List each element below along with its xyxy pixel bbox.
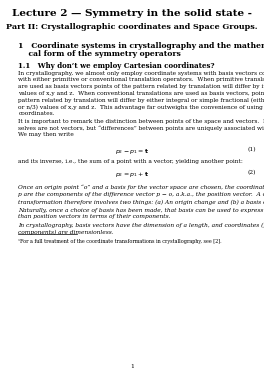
Text: $p_2 - p_1 = \mathbf{t}$: $p_2 - p_1 = \mathbf{t}$	[115, 147, 149, 156]
Text: (1): (1)	[247, 147, 256, 153]
Text: and its inverse, i.e., the sum of a point with a vector, yielding another point:: and its inverse, i.e., the sum of a poin…	[18, 159, 243, 163]
Text: 1   Coordinate systems in crystallography and the mathemati-: 1 Coordinate systems in crystallography …	[18, 42, 264, 50]
Text: ¹For a full treatment of the coordinate transformations in crystallography, see : ¹For a full treatment of the coordinate …	[18, 239, 222, 244]
Text: 1: 1	[130, 364, 134, 369]
Text: 1.1   Why don’t we employ Cartesian coordinates?: 1.1 Why don’t we employ Cartesian coordi…	[18, 62, 215, 69]
Text: cal form of the symmetry operators: cal form of the symmetry operators	[18, 50, 181, 58]
Text: Naturally, once a choice of basis has been made, that basis can be used to expre: Naturally, once a choice of basis has be…	[18, 208, 264, 219]
Text: Lecture 2 — Symmetry in the solid state -: Lecture 2 — Symmetry in the solid state …	[12, 9, 252, 18]
Text: In crystallography, basis vectors have the dimension of a length, and coordinate: In crystallography, basis vectors have t…	[18, 223, 264, 235]
Text: Once an origin point “o” and a basis for the vector space are chosen, the coordi: Once an origin point “o” and a basis for…	[18, 185, 264, 205]
Text: Part II: Crystallographic coordinates and Space Groups.: Part II: Crystallographic coordinates an…	[6, 23, 258, 31]
Text: In crystallography, we almost only employ coordinate systems with basis vectors : In crystallography, we almost only emplo…	[18, 71, 264, 116]
Text: It is important to remark the distinction between points of the space and vector: It is important to remark the distinctio…	[18, 119, 264, 137]
Text: (2): (2)	[248, 170, 256, 175]
Text: $p_2 = p_1 + \mathbf{t}$: $p_2 = p_1 + \mathbf{t}$	[115, 170, 149, 179]
